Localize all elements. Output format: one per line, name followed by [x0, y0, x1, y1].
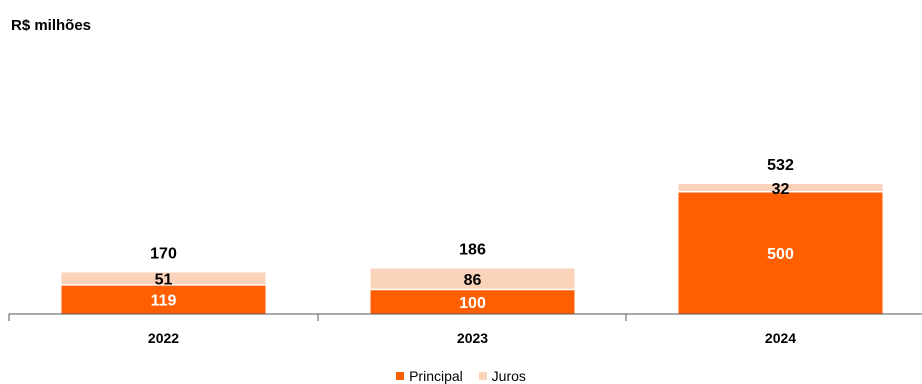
label-juros-2024: 32	[772, 181, 790, 198]
label-juros-2022: 51	[155, 272, 173, 289]
label-principal-2022: 119	[151, 292, 177, 309]
category-label-2022: 2022	[148, 330, 179, 346]
category-label-2023: 2023	[457, 330, 488, 346]
legend: Principal Juros	[0, 367, 922, 384]
label-total-2023: 186	[459, 242, 486, 259]
label-principal-2023: 100	[459, 295, 486, 312]
legend-label-principal: Principal	[409, 368, 463, 384]
legend-swatch-principal	[396, 372, 404, 380]
label-total-2022: 170	[150, 245, 177, 262]
legend-label-juros: Juros	[492, 368, 526, 384]
label-juros-2023: 86	[464, 272, 482, 289]
legend-swatch-juros	[479, 372, 487, 380]
label-total-2024: 532	[767, 157, 794, 174]
legend-item-principal: Principal	[396, 368, 463, 384]
category-label-2024: 2024	[765, 330, 796, 346]
label-principal-2024: 500	[767, 246, 794, 263]
legend-item-juros: Juros	[479, 368, 526, 384]
